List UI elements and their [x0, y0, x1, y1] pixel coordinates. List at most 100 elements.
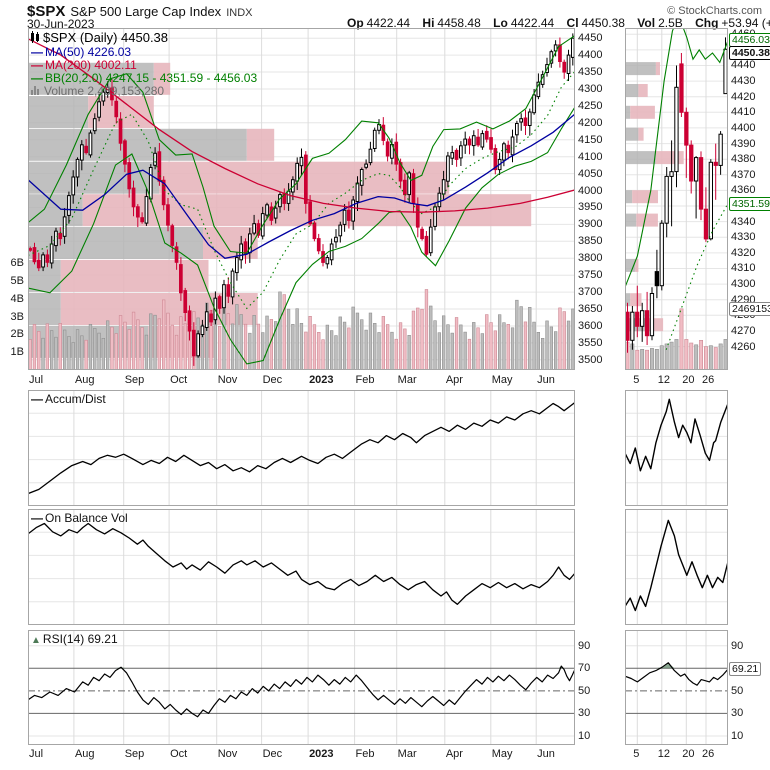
volume-axis-label: 5B	[10, 275, 24, 287]
mini-price-axis-label: 4330	[731, 231, 756, 244]
close-label: Cl	[566, 16, 579, 30]
mini-price-axis-label: 4420	[731, 90, 756, 103]
price-axis-label: 4100	[578, 150, 603, 163]
volume-bars-icon	[31, 86, 41, 95]
mini-price-axis-label: 4440	[731, 59, 756, 72]
mini-price-chart	[625, 28, 728, 370]
month-axis-label: May	[491, 748, 513, 760]
legend-accum-dist: — Accum/Dist	[31, 392, 106, 406]
high-value: 4458.48	[437, 16, 481, 30]
volume-axis-label: 4B	[10, 292, 24, 305]
month-axis-label: Jun	[537, 748, 555, 760]
month-axis-label: Dec	[262, 748, 283, 760]
rsi-axis-label: 90	[578, 639, 591, 652]
obv-mini-chart	[625, 509, 728, 625]
month-axis-label: Nov	[217, 748, 238, 760]
rsi-axis-label: 90	[731, 639, 744, 652]
day-axis-label: 12	[657, 748, 671, 760]
rsi-axis-label: 50	[578, 684, 591, 697]
rsi-axis-label: 50	[731, 684, 744, 697]
exchange-label: INDX	[226, 7, 253, 19]
month-axis-label: 2023	[309, 748, 334, 760]
mini-price-axis-label: 4380	[731, 153, 756, 166]
high-label: Hi	[422, 16, 435, 30]
legend-volume: Volume 2,469,153,280	[31, 85, 164, 98]
day-axis-label: 5	[633, 374, 640, 386]
obv-line-icon: —	[31, 511, 43, 525]
price-axis-label: 4200	[578, 116, 603, 129]
price-flag-4450.38: 4450.38	[729, 46, 770, 60]
month-axis-label: Mar	[397, 748, 417, 760]
copyright: © StockCharts.com	[667, 5, 762, 17]
change-label: Chg	[695, 16, 719, 30]
price-axis-label: 4450	[578, 32, 603, 45]
price-axis-label: 4150	[578, 133, 603, 146]
mini-price-axis-label: 4260	[731, 340, 756, 353]
day-axis-label: 12	[657, 374, 671, 386]
price-axis-label: 3900	[578, 218, 603, 231]
quote-line: Op 4422.44 Hi 4458.48 Lo 4422.44 Cl 4450.38 …	[338, 16, 770, 30]
rsi-axis-label: 10	[578, 729, 591, 742]
low-value: 4422.44	[510, 16, 555, 30]
price-axis-label: 3800	[578, 252, 603, 265]
main-price-chart	[28, 28, 575, 370]
change-value: +53.94 (+1.23%)	[721, 16, 770, 30]
month-axis-label: Apr	[445, 374, 463, 386]
mini-price-axis-label: 4270	[731, 324, 756, 337]
price-flag-2469153: 2469153	[729, 302, 770, 316]
price-axis-label: 3700	[578, 286, 603, 299]
volume-axis-label: 6B	[10, 257, 24, 270]
legend-spx: $SPX (Daily) 4450.38	[31, 31, 168, 44]
legend-ma200: — MA(200) 4002.11	[31, 58, 137, 72]
legend-ma50: — MA(50) 4226.03	[31, 45, 132, 59]
index-name: S&P 500 Large Cap Index	[70, 4, 222, 19]
mini-price-axis-label: 4320	[731, 246, 756, 259]
rsi-axis-label: 10	[731, 729, 744, 742]
price-flag-4351.59: 4351.59	[729, 197, 770, 211]
month-axis-label: Jun	[537, 374, 555, 386]
mini-price-axis-label: 4310	[731, 262, 756, 275]
month-axis-label: Oct	[170, 748, 188, 760]
mini-price-axis-label: 4390	[731, 137, 756, 150]
month-axis-label: Apr	[445, 748, 463, 760]
price-axis-label: 3650	[578, 303, 603, 316]
month-axis-label: Jul	[29, 748, 44, 760]
legend-obv: — On Balance Vol	[31, 511, 128, 525]
rsi-axis-label: 30	[731, 707, 744, 720]
header-title-row: $SPX S&P 500 Large Cap Index INDX	[27, 3, 252, 21]
price-axis-label: 4050	[578, 167, 603, 180]
month-axis-label: Jul	[29, 374, 44, 386]
open-label: Op	[347, 16, 364, 30]
month-axis-label: Feb	[355, 748, 375, 760]
obv-main-chart	[28, 509, 575, 625]
rsi-value-flag: 69.21	[729, 662, 762, 676]
month-axis-label: Nov	[217, 374, 238, 386]
rsi-axis-label: 30	[578, 707, 591, 720]
month-axis-label: Sep	[124, 374, 145, 386]
volume-axis-label: 1B	[10, 346, 24, 359]
day-axis-label: 20	[682, 748, 695, 760]
month-axis-label: Aug	[74, 374, 95, 386]
rsi-axis-label: 70	[578, 662, 591, 675]
price-axis-label: 3750	[578, 269, 603, 282]
month-axis-label: Oct	[170, 374, 188, 386]
rsi-mini-chart	[625, 630, 728, 745]
ticker-symbol: $SPX	[27, 3, 66, 20]
price-axis-label: 3500	[578, 353, 603, 366]
volume-axis-label: 3B	[10, 310, 24, 323]
ma200-line-icon: —	[31, 58, 43, 72]
day-axis-label: 26	[701, 374, 715, 386]
volume-axis-label: 2B	[10, 328, 24, 341]
price-axis-label: 4300	[578, 82, 603, 95]
price-axis-label: 3550	[578, 336, 603, 349]
mini-price-axis-label: 4410	[731, 106, 756, 119]
mini-price-axis-label: 4370	[731, 168, 756, 181]
price-flag-4456.03: 4456.03	[729, 33, 770, 47]
mini-price-axis-label: 4340	[731, 215, 756, 228]
rsi-main-chart	[28, 630, 575, 745]
accum-dist-line-icon: —	[31, 392, 43, 406]
month-axis-label: 2023	[309, 374, 334, 386]
day-axis-label: 5	[633, 748, 640, 760]
